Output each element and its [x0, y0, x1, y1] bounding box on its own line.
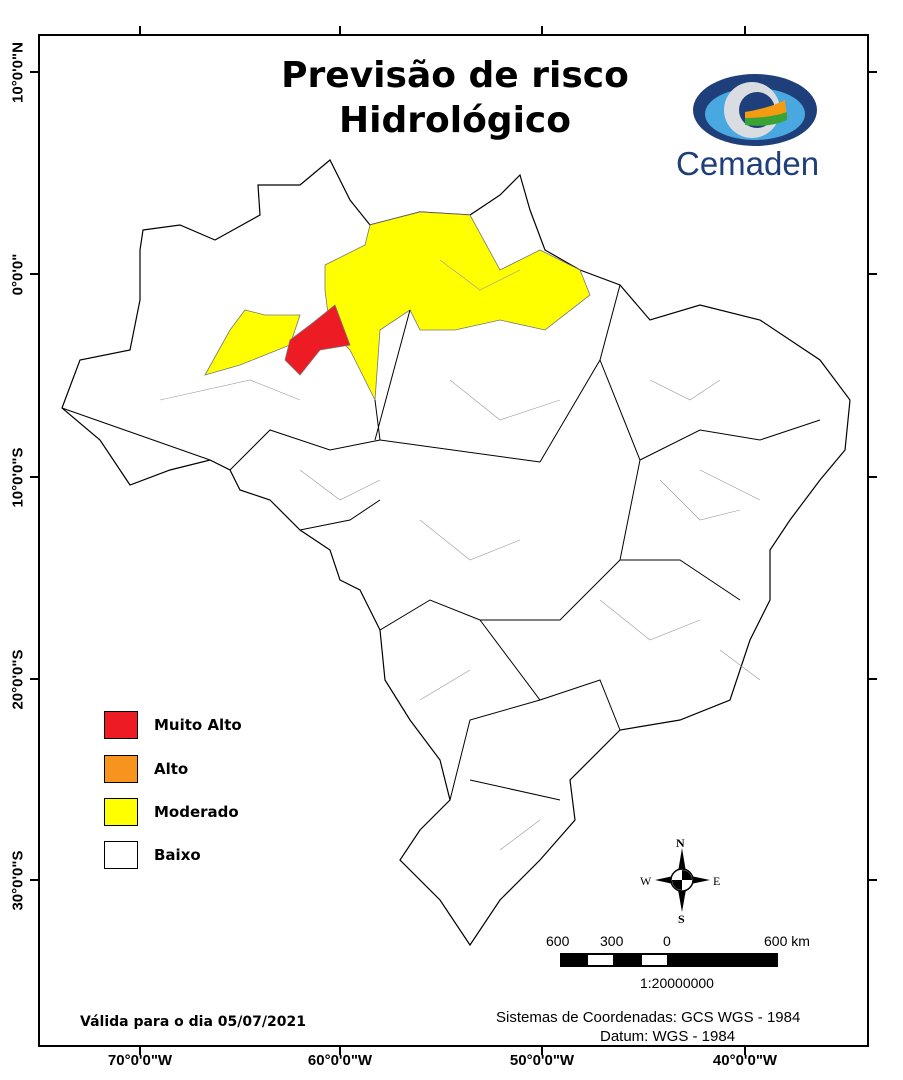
region-borders	[159, 259, 761, 851]
compass-e: E	[713, 874, 721, 888]
scale-label: 0	[663, 933, 671, 949]
legend-label: Alto	[154, 760, 189, 778]
scale-label: 600	[546, 933, 570, 949]
legend-label: Baixo	[154, 846, 201, 864]
legend-swatch	[104, 711, 138, 739]
risk-moderado-west	[204, 309, 301, 376]
lat-label: 30°0'0"S	[9, 850, 27, 911]
legend-item-baixo: Baixo	[104, 841, 201, 869]
map-title-line2: Hidrológico	[339, 100, 571, 141]
legend-item-moderado: Moderado	[104, 798, 239, 826]
logo-text: Cemaden	[676, 145, 820, 182]
coordinate-system: Sistemas de Coordenadas: GCS WGS - 1984	[496, 1009, 801, 1026]
legend-swatch	[104, 841, 138, 869]
legend-item-muito-alto: Muito Alto	[104, 711, 242, 739]
legend-label: Moderado	[154, 803, 239, 821]
logo-icon	[693, 74, 817, 146]
compass-icon	[655, 848, 710, 912]
lat-label: 10°0'0"N	[9, 42, 27, 103]
lon-label: 70°0'0"W	[107, 1052, 173, 1069]
lat-label: 0°0'0"	[9, 253, 27, 296]
compass-w: W	[640, 874, 652, 888]
lat-label: 10°0'0"S	[9, 447, 27, 508]
scale-label: 300	[600, 933, 624, 949]
compass-n: N	[676, 836, 685, 850]
lat-label: 20°0'0"S	[9, 649, 27, 710]
lon-label: 50°0'0"W	[509, 1052, 575, 1069]
datum: Datum: WGS - 1984	[600, 1028, 736, 1045]
valid-date: Válida para o dia 05/07/2021	[80, 1014, 306, 1030]
scale-label: 600 km	[764, 933, 810, 949]
map-title-line1: Previsão de risco	[281, 55, 629, 96]
state-borders	[61, 284, 821, 801]
legend-swatch	[104, 798, 138, 826]
legend-swatch	[104, 755, 138, 783]
legend-label: Muito Alto	[154, 716, 242, 734]
scale-ratio: 1:20000000	[640, 975, 714, 991]
scale-bar	[560, 953, 778, 967]
compass-s: S	[678, 912, 685, 926]
map-frame	[38, 34, 869, 1047]
lon-label: 60°0'0"W	[307, 1052, 373, 1069]
legend-item-alto: Alto	[104, 755, 188, 783]
risk-muito-alto	[284, 304, 351, 376]
lon-label: 40°0'0"W	[712, 1052, 778, 1069]
risk-moderado-north	[324, 211, 591, 402]
